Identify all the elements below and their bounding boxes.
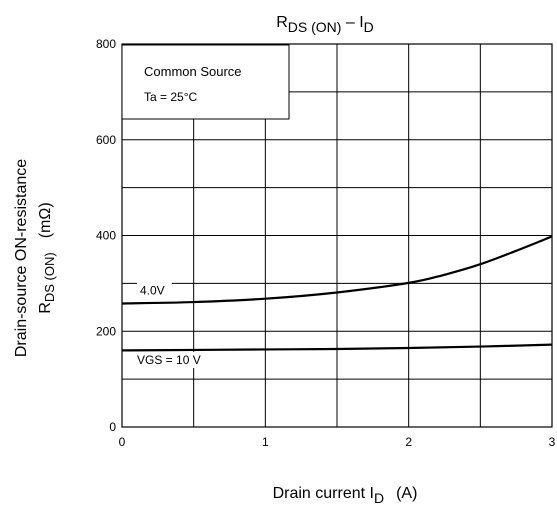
chart-title: RDS (ON) – ID xyxy=(276,14,374,35)
tick-labels: 0 1 2 3 0 200 400 600 800 xyxy=(96,37,556,449)
y-axis-label-line2: RDS (ON)(mΩ) xyxy=(37,202,57,313)
series-label-1: VGS = 10 V xyxy=(137,353,201,367)
plot-frame xyxy=(121,43,553,428)
x-tick-label: 1 xyxy=(262,435,269,449)
y-tick-label: 200 xyxy=(96,324,116,338)
y-tick-label: 800 xyxy=(96,37,116,51)
series-labels: 4.0V VGS = 10 V xyxy=(134,282,212,368)
x-tick-label: 3 xyxy=(549,435,556,449)
legend-line-2: Ta = 25°C xyxy=(144,90,197,104)
x-tick-label: 2 xyxy=(405,435,412,449)
curves xyxy=(121,235,553,352)
series-label-0: 4.0V xyxy=(140,284,165,298)
y-tick-label: 400 xyxy=(96,229,116,243)
legend-box: Common Source Ta = 25°C xyxy=(121,44,290,120)
legend-line-1: Common Source xyxy=(144,64,242,79)
series-line-0 xyxy=(121,235,553,305)
series-line-1 xyxy=(121,343,553,352)
y-tick-label: 600 xyxy=(96,133,116,147)
x-tick-label: 0 xyxy=(119,435,126,449)
series-label-bg xyxy=(137,282,172,299)
legend-box-frame xyxy=(121,44,290,120)
y-axis-label-line1: Drain-source ON-resistance xyxy=(13,159,30,357)
series-label-bg xyxy=(134,351,212,368)
y-tick-label: 0 xyxy=(109,420,116,434)
x-axis-label: Drain current ID (A) xyxy=(273,485,418,506)
